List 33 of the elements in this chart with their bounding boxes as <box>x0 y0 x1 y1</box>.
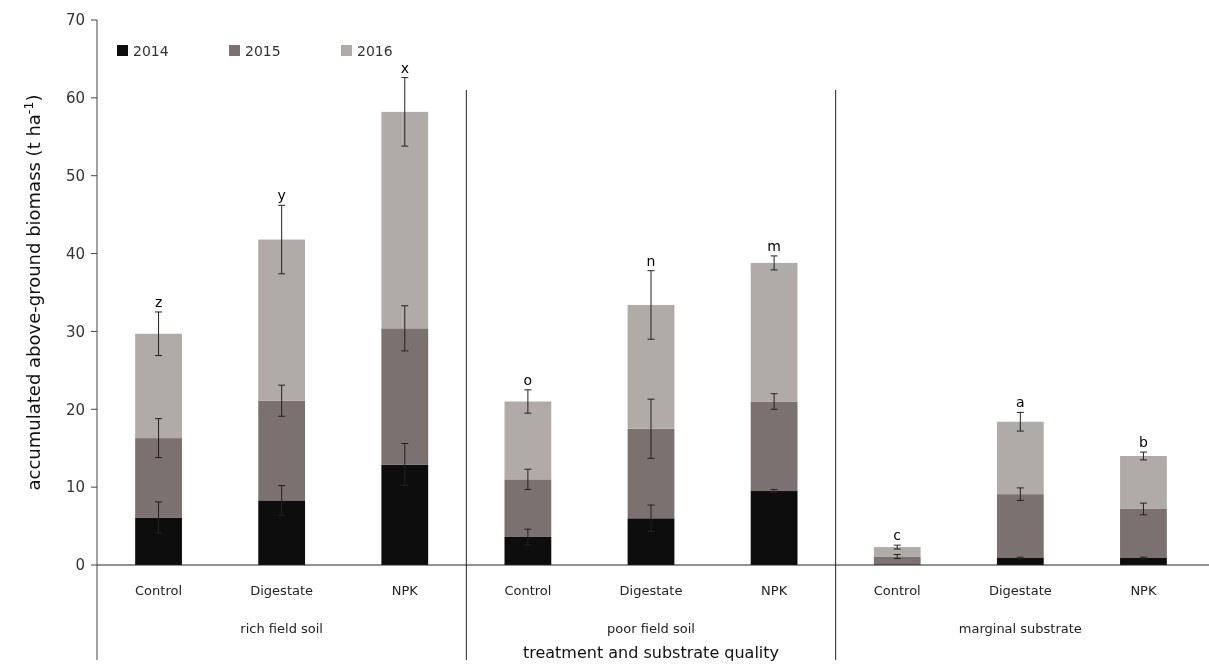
y-tick-label: 20 <box>65 400 85 419</box>
text: marginal substrate <box>958 621 1082 636</box>
data-label: y <box>277 187 286 204</box>
y-tick-label: 50 <box>65 166 85 185</box>
data-label: n <box>646 252 656 269</box>
x-tick-label: Control <box>873 583 921 598</box>
x-tick-label: Control <box>504 583 552 598</box>
y-tick-label: 40 <box>65 244 85 263</box>
x-tick-label: NPK <box>391 583 419 598</box>
data-label: m <box>767 237 781 254</box>
text: rich field soil <box>240 621 323 636</box>
text: poor field soil <box>607 621 695 636</box>
x-tick-label: Digestate <box>250 583 314 598</box>
y-tick-label: 30 <box>65 322 85 341</box>
data-label: b <box>1139 434 1148 451</box>
x-tick-label: Digestate <box>619 583 683 598</box>
x-tick-label: Control <box>135 583 183 598</box>
legend-label: 2016 <box>357 42 393 59</box>
y-tick-label: 0 <box>75 556 85 575</box>
y-tick-label: 70 <box>65 11 85 30</box>
x-tick-label: NPK <box>761 583 788 598</box>
data-label: o <box>523 371 533 388</box>
data-label: z <box>154 293 163 310</box>
data-label: c <box>893 527 902 544</box>
x-tick-label: Digestate <box>988 583 1052 598</box>
data-label: a <box>1016 394 1025 411</box>
x-tick-label: NPK <box>1130 583 1157 598</box>
data-label: x <box>400 59 409 76</box>
legend-label: 2014 <box>133 42 169 59</box>
y-tick-label: 10 <box>65 478 85 497</box>
y-tick-label: 60 <box>65 89 85 108</box>
x-axis-title: treatment and substrate quality <box>522 643 780 662</box>
legend-label: 2015 <box>245 42 281 59</box>
